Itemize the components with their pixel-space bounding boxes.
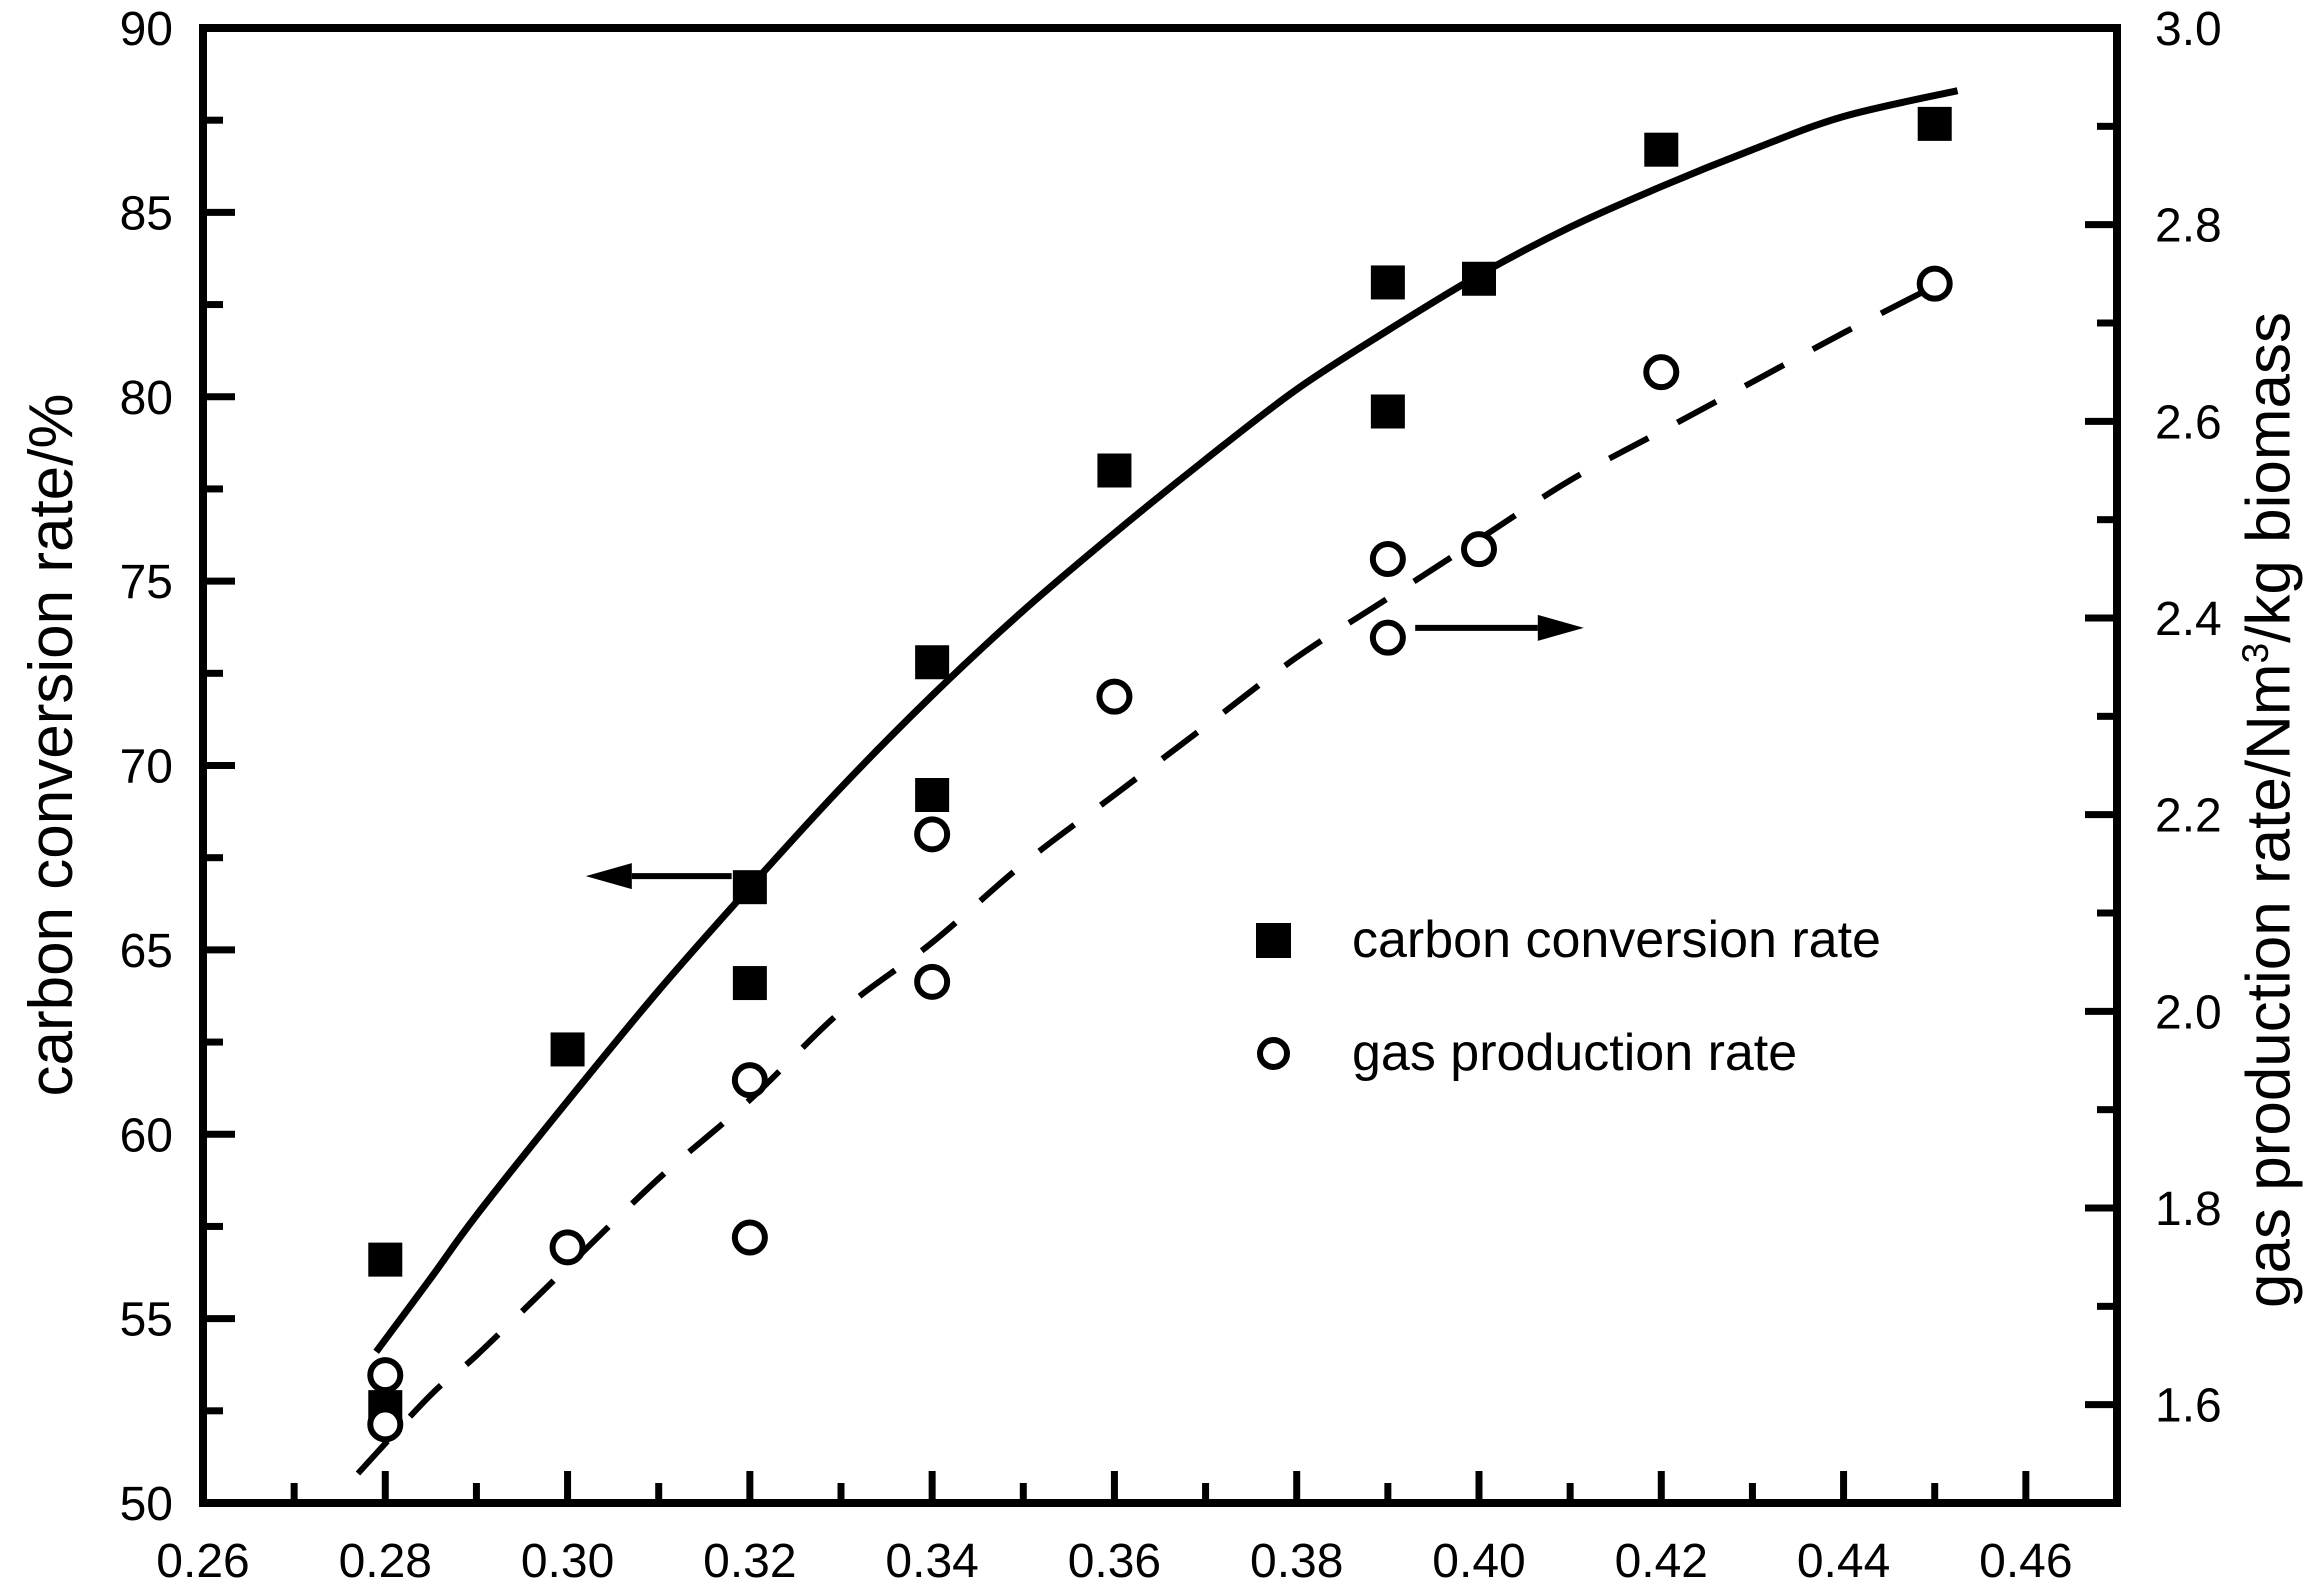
right-tick-label: 1.6 (2155, 1380, 2222, 1433)
data-point-square (1370, 265, 1405, 300)
right-tick-label: 2.8 (2155, 200, 2222, 253)
left-tick-label: 60 (120, 1109, 173, 1162)
x-tick-label: 0.38 (1250, 1535, 1343, 1588)
legend-label: carbon conversion rate (1352, 911, 1881, 969)
x-tick-label: 0.28 (339, 1535, 432, 1588)
x-tick-label: 0.32 (703, 1535, 796, 1588)
series-carbon-conversion-points (368, 106, 1952, 1425)
legend-label: gas production rate (1352, 1024, 1798, 1082)
left-tick-label: 90 (120, 3, 173, 56)
data-point-square (915, 645, 950, 680)
dashed-fit-curve (355, 280, 1941, 1476)
x-tick-label: 0.42 (1615, 1535, 1708, 1588)
x-tick-label: 0.36 (1068, 1535, 1161, 1588)
data-point-circle (914, 816, 951, 853)
open-circle-marker-icon (1256, 1036, 1290, 1070)
data-point-circle (1643, 354, 1680, 391)
x-tick-label: 0.40 (1432, 1535, 1525, 1588)
plot-frame (199, 24, 2121, 1507)
data-point-circle (367, 1406, 404, 1443)
left-tick-label: 65 (120, 925, 173, 978)
left-tick-label: 80 (120, 372, 173, 425)
data-point-circle (1461, 531, 1497, 568)
data-point-square (1370, 394, 1405, 429)
data-point-square (550, 1032, 585, 1067)
data-point-circle (1369, 541, 1406, 577)
arrow-head-icon (585, 863, 632, 890)
data-point-circle (367, 1357, 404, 1394)
filled-square-marker-icon (1255, 922, 1291, 958)
x-tick-label: 0.46 (1979, 1535, 2072, 1588)
left-pointing-arrow (585, 863, 732, 890)
data-point-circle (914, 963, 951, 1000)
data-point-square (1097, 453, 1132, 488)
right-tick-label: 2.0 (2155, 986, 2222, 1039)
axes: 0.26 0.28 0.30 0.32 0.34 0.36 0.38 0.40 0.42 0.44… (120, 3, 2222, 1588)
left-tick-label: 55 (120, 1294, 173, 1347)
solid-fit-curve (373, 87, 1959, 1354)
x-tick-label: 0.30 (521, 1535, 614, 1588)
right-tick-label: 2.4 (2155, 593, 2222, 646)
data-point-circle (1916, 265, 1953, 302)
left-tick-label: 85 (120, 187, 173, 240)
data-point-circle (1369, 619, 1406, 656)
legend-item-carbon-conversion: carbon conversion rate (1250, 911, 1881, 969)
right-pointing-arrow (1415, 614, 1584, 641)
left-tick-label: 75 (120, 556, 173, 609)
x-tick-label: 0.34 (885, 1535, 978, 1588)
legend-item-gas-production: gas production rate (1250, 1024, 1798, 1082)
data-point-square (732, 870, 767, 905)
x-tick-label: 0.44 (1797, 1535, 1890, 1588)
data-point-square (1462, 261, 1496, 296)
x-tick-label: 0.26 (156, 1535, 249, 1588)
legend-marker-box (1250, 1036, 1296, 1070)
data-point-circle (731, 1219, 768, 1256)
arrow-head-icon (1537, 614, 1584, 641)
data-point-circle (549, 1229, 586, 1266)
data-point-square (915, 778, 950, 812)
left-tick-label: 50 (120, 1478, 173, 1531)
data-point-square (732, 966, 767, 1001)
right-tick-label: 1.8 (2155, 1183, 2222, 1236)
left-tick-label: 70 (120, 741, 173, 794)
data-point-circle (1096, 678, 1133, 715)
data-point-circle (731, 1062, 768, 1099)
right-tick-label: 2.6 (2155, 396, 2222, 449)
legend-marker-box (1250, 922, 1296, 958)
right-tick-label: 3.0 (2155, 3, 2222, 56)
right-tick-label: 2.2 (2155, 790, 2222, 843)
data-point-square (1644, 132, 1679, 167)
data-point-square (1917, 106, 1952, 141)
series-gas-production-points (367, 265, 1953, 1443)
data-point-square (368, 1242, 403, 1277)
